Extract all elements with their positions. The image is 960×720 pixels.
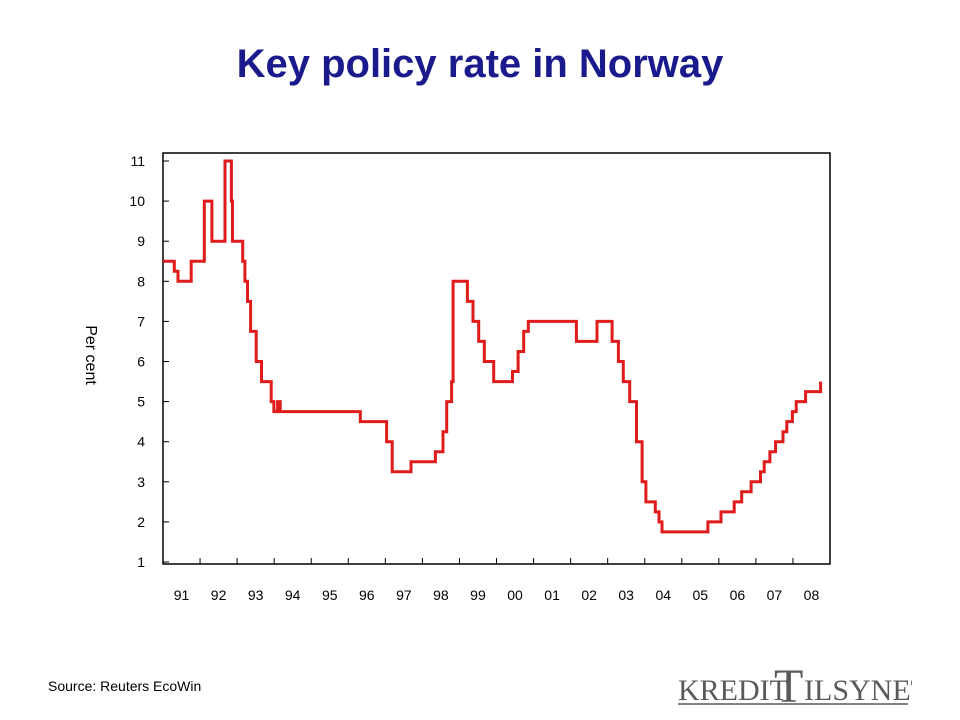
y-axis: 1 2 3 4 5 6 7 8 9 10 11 [129,153,169,570]
source-note: Source: Reuters EcoWin [48,678,202,694]
logo-text-left: KREDIT [678,674,788,707]
x-tick-label: 93 [248,587,264,603]
x-tick-label: 01 [544,587,560,603]
x-tick-label: 94 [285,587,301,603]
x-tick-label: 02 [581,587,597,603]
kredittilsynet-logo: KREDIT T ILSYNET [678,660,912,708]
y-tick-label: 1 [137,554,145,570]
x-tick-label: 06 [730,587,746,603]
plot-frame [162,152,831,565]
x-tick-label: 08 [804,587,820,603]
y-axis-label: Per cent [82,325,99,385]
x-tick-label: 96 [359,587,375,603]
logo-text-right: ILSYNET [804,674,912,707]
y-tick-label: 7 [137,313,145,329]
y-tick-label: 8 [137,273,145,289]
x-tick-label: 04 [655,587,671,603]
x-axis: 91 92 93 94 95 96 97 98 99 00 01 02 03 04 05 06 07 08 [174,558,820,603]
x-tick-label: 92 [211,587,227,603]
y-tick-label: 4 [137,434,145,450]
y-tick-label: 5 [137,394,145,410]
x-tick-label: 00 [507,587,523,603]
series-line [163,159,823,534]
y-tick-label: 9 [137,233,145,249]
y-tick-label: 6 [137,354,145,370]
chart-title: Key policy rate in Norway [236,42,724,86]
logo-big-letter: T [774,660,803,708]
y-tick-label: 10 [129,193,145,209]
x-tick-label: 95 [322,587,338,603]
x-tick-label: 03 [618,587,634,603]
x-tick-label: 05 [693,587,709,603]
y-tick-label: 11 [130,153,145,169]
x-tick-label: 98 [433,587,449,603]
x-tick-label: 91 [174,587,190,603]
x-tick-label: 07 [767,587,783,603]
y-tick-label: 3 [137,474,145,490]
x-tick-label: 97 [396,587,412,603]
x-tick-label: 99 [470,587,486,603]
y-tick-label: 2 [137,514,145,530]
